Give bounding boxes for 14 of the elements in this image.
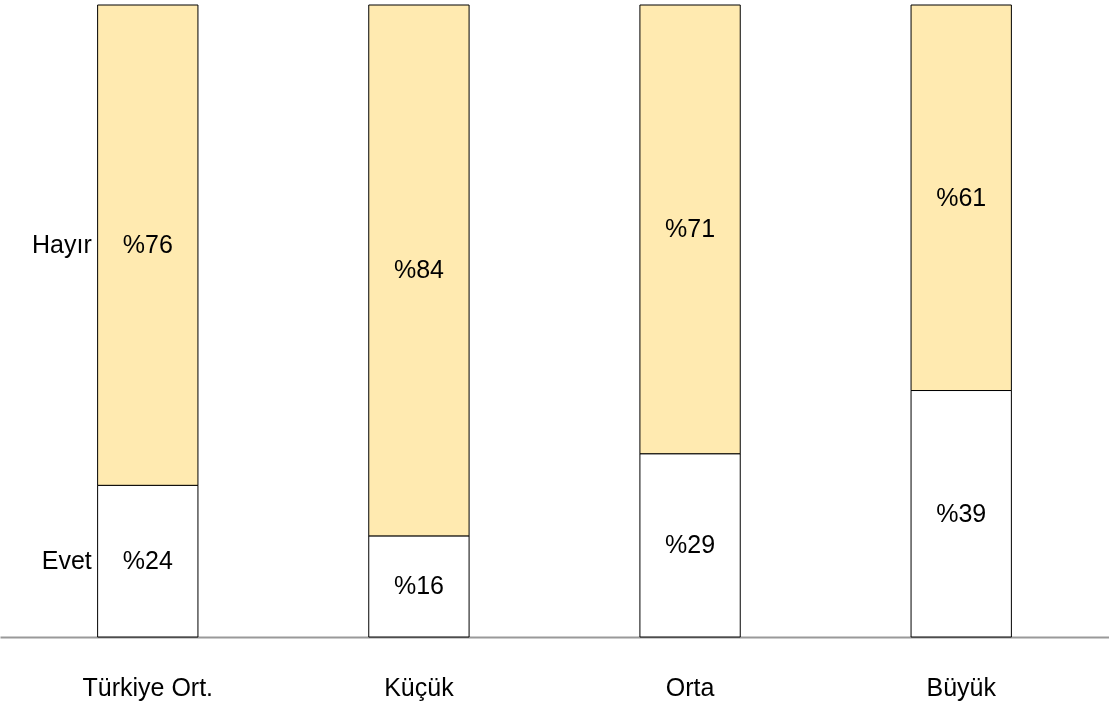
data-label: %24 — [122, 546, 173, 575]
data-label: %71 — [665, 214, 716, 243]
x-tick-label: Büyük — [926, 672, 997, 701]
x-tick-label: Orta — [665, 672, 715, 701]
x-tick-label: Küçük — [384, 672, 455, 701]
series-label: Evet — [41, 546, 92, 575]
data-label: %16 — [393, 571, 444, 600]
data-label: %39 — [936, 498, 987, 527]
data-label: %76 — [122, 230, 173, 259]
series-label: Hayır — [32, 230, 92, 259]
data-label: %84 — [393, 255, 445, 284]
x-tick-label: Türkiye Ort. — [82, 672, 214, 701]
data-label: %61 — [936, 182, 987, 211]
data-label: %29 — [665, 530, 716, 559]
